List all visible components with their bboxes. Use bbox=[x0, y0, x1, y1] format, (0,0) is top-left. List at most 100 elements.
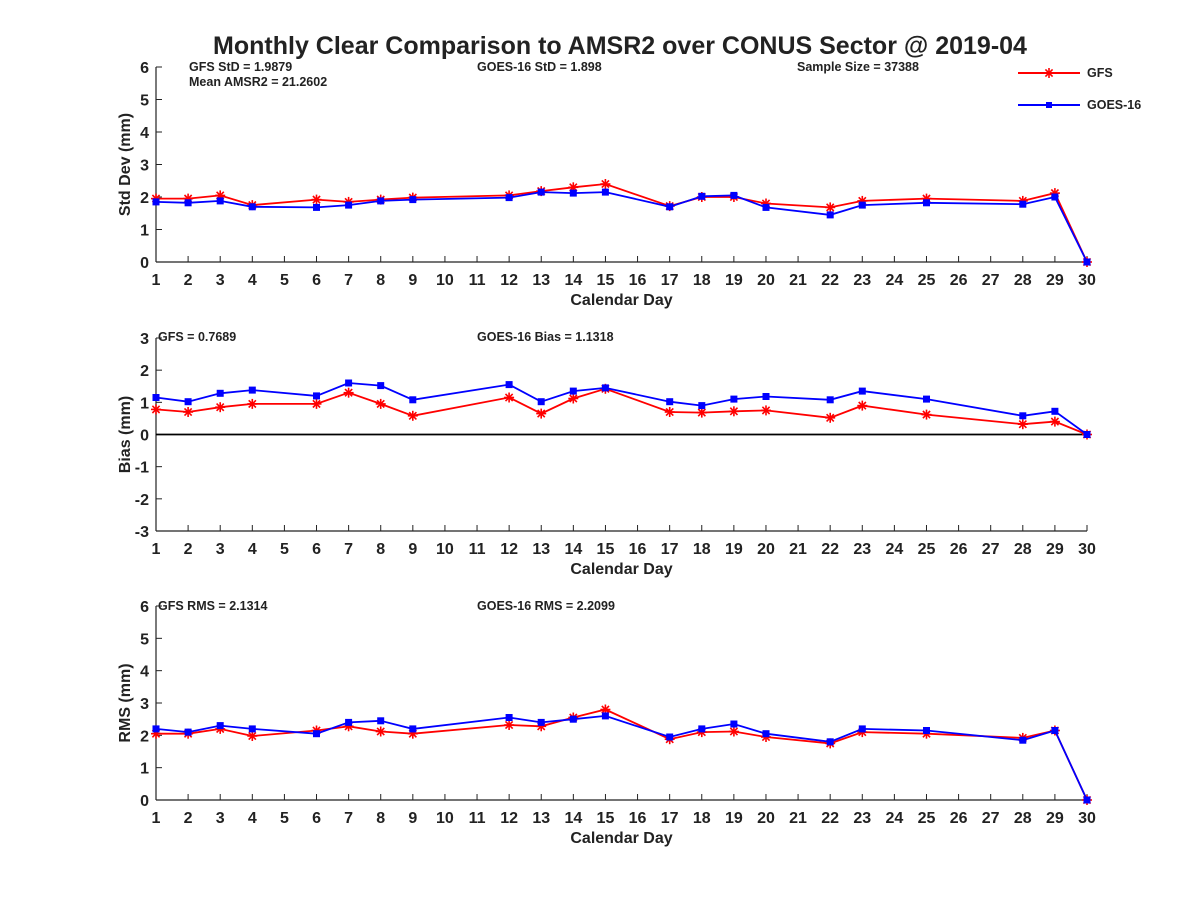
bias-x-tick-label: 11 bbox=[469, 541, 486, 558]
rms-x-tick-label: 8 bbox=[376, 810, 385, 827]
bias-x-axis-label: Calendar Day bbox=[570, 561, 672, 578]
std-x-tick-label: 6 bbox=[312, 272, 321, 289]
rms-y-tick-label: 1 bbox=[140, 761, 149, 778]
bias-goes16-point bbox=[1051, 407, 1059, 415]
bias-goes16-point bbox=[858, 387, 866, 395]
bias-x-tick-label: 6 bbox=[312, 541, 321, 558]
std-x-tick-label: 22 bbox=[821, 272, 839, 289]
bias-x-tick-label: 7 bbox=[344, 541, 353, 558]
bias-x-tick-label: 9 bbox=[408, 541, 417, 558]
std-goes16-point bbox=[184, 199, 192, 207]
std-x-axis-label: Calendar Day bbox=[570, 292, 672, 309]
gfs-rms-stat: GFS RMS = 2.1314 bbox=[158, 599, 267, 613]
rms-x-tick-label: 2 bbox=[184, 810, 193, 827]
bias-x-tick-label: 20 bbox=[757, 541, 775, 558]
std-dev-panel: 1 2 3 4 5 6 7 8 9 10 11 12 13 14 15 16 17 18 19 20 21 22 23 24 2… bbox=[117, 60, 1096, 309]
bias-gfs-line bbox=[155, 387, 1088, 436]
rms-x-tick-label: 11 bbox=[469, 810, 486, 827]
bias-goes16-point bbox=[537, 398, 545, 406]
bias-x-tick-label: 14 bbox=[564, 541, 582, 558]
gfs-bias-stat: GFS = 0.7689 bbox=[158, 330, 236, 344]
std-x-tick-label: 17 bbox=[661, 272, 679, 289]
rms-x-tick-label: 12 bbox=[500, 810, 518, 827]
rms-gfs-line bbox=[156, 708, 1088, 801]
legend-gfs-label: GFS bbox=[1087, 66, 1113, 80]
rms-x-tick-label: 4 bbox=[248, 810, 257, 827]
rms-y-tick-label: 2 bbox=[140, 728, 149, 745]
bias-gfs-point bbox=[728, 406, 739, 417]
rms-goes16-point bbox=[569, 715, 577, 723]
rms-goes16-point bbox=[666, 733, 674, 741]
bias-x-tick-label: 3 bbox=[216, 541, 225, 558]
legend-gfs-marker bbox=[1044, 68, 1054, 78]
bias-x-tick-label: 5 bbox=[280, 541, 289, 558]
rms-goes16-point bbox=[505, 714, 513, 721]
std-x-tick-label: 10 bbox=[436, 272, 454, 289]
bias-x-tick-label: 30 bbox=[1078, 541, 1096, 558]
rms-x-tick-label: 18 bbox=[693, 810, 711, 827]
rms-x-tick-label: 14 bbox=[564, 810, 582, 827]
bias-gfs-point bbox=[857, 400, 868, 411]
bias-gfs-point bbox=[568, 393, 579, 404]
rms-x-tick-label: 21 bbox=[789, 810, 807, 827]
bias-x-tick-label: 29 bbox=[1046, 541, 1064, 558]
rms-x-tick-label: 26 bbox=[950, 810, 968, 827]
rms-x-tick-label: 5 bbox=[280, 810, 289, 827]
goes-rms-stat: GOES-16 RMS = 2.2099 bbox=[477, 599, 615, 613]
bias-goes16-point bbox=[923, 395, 930, 403]
rms-gfs-point bbox=[728, 726, 739, 737]
rms-x-tick-label: 30 bbox=[1078, 810, 1096, 827]
std-goes16-point bbox=[826, 211, 834, 219]
bias-y-tick-label: -3 bbox=[135, 524, 149, 541]
std-x-tick-label: 16 bbox=[629, 272, 647, 289]
bias-goes16-point bbox=[826, 396, 834, 404]
bias-gfs-point bbox=[343, 387, 354, 398]
rms-gfs-point bbox=[600, 704, 611, 715]
bias-x-tick-label: 19 bbox=[725, 541, 743, 558]
bias-x-tick-label: 16 bbox=[629, 541, 647, 558]
bias-gfs-point bbox=[696, 407, 707, 418]
std-goes16-point bbox=[569, 189, 577, 197]
bias-panel: 1 2 3 4 5 6 7 8 9 10 11 12 13 14 15 16 17 18 19 20 21 22 23 24 2… bbox=[117, 331, 1096, 578]
std-goes16-point bbox=[248, 203, 256, 211]
std-x-tick-label: 9 bbox=[408, 272, 417, 289]
legend-entry-gfs: GFS bbox=[1018, 66, 1113, 80]
std-gfs-line bbox=[156, 183, 1088, 263]
rms-y-tick-label: 3 bbox=[140, 696, 149, 713]
rms-goes16-line bbox=[155, 714, 1088, 801]
bias-goes16-line bbox=[155, 382, 1088, 436]
std-goes16-point bbox=[1051, 193, 1059, 201]
bias-x-tick-label: 10 bbox=[436, 541, 454, 558]
gfs-std-stat: GFS StD = 1.9879 bbox=[189, 60, 292, 74]
std-goes16-point bbox=[762, 203, 770, 211]
rms-x-tick-label: 10 bbox=[436, 810, 454, 827]
bias-gfs-point bbox=[151, 404, 161, 415]
bias-gfs-point bbox=[1049, 416, 1060, 427]
bias-goes16-point bbox=[409, 396, 417, 404]
bias-goes16-point bbox=[698, 402, 706, 410]
rms-x-tick-label: 13 bbox=[532, 810, 550, 827]
legend-entry-goes16: GOES-16 bbox=[1018, 98, 1141, 112]
rms-x-tick-label: 16 bbox=[629, 810, 647, 827]
bias-x-tick-label: 26 bbox=[950, 541, 968, 558]
bias-gfs-point bbox=[536, 408, 547, 419]
rms-x-tick-label: 17 bbox=[661, 810, 679, 827]
rms-goes16-point bbox=[858, 725, 866, 733]
rms-y-axis-label: RMS (mm) bbox=[117, 663, 134, 742]
std-x-tick-label: 14 bbox=[564, 272, 582, 289]
bias-goes16-point bbox=[762, 393, 770, 400]
rms-x-tick-label: 6 bbox=[312, 810, 321, 827]
rms-goes16-point bbox=[345, 718, 353, 726]
std-goes16-point bbox=[1083, 258, 1091, 266]
rms-goes16-point bbox=[1083, 796, 1091, 804]
bias-x-tick-label: 27 bbox=[982, 541, 1000, 558]
std-goes16-point bbox=[409, 196, 417, 204]
bias-x-tick-label: 12 bbox=[500, 541, 518, 558]
bias-goes16-point bbox=[216, 389, 224, 397]
rms-goes16-point bbox=[248, 725, 256, 733]
bias-x-tick-label: 21 bbox=[789, 541, 807, 558]
std-goes16-point bbox=[858, 201, 866, 209]
std-x-tick-label: 2 bbox=[184, 272, 193, 289]
std-x-tick-label: 8 bbox=[376, 272, 385, 289]
